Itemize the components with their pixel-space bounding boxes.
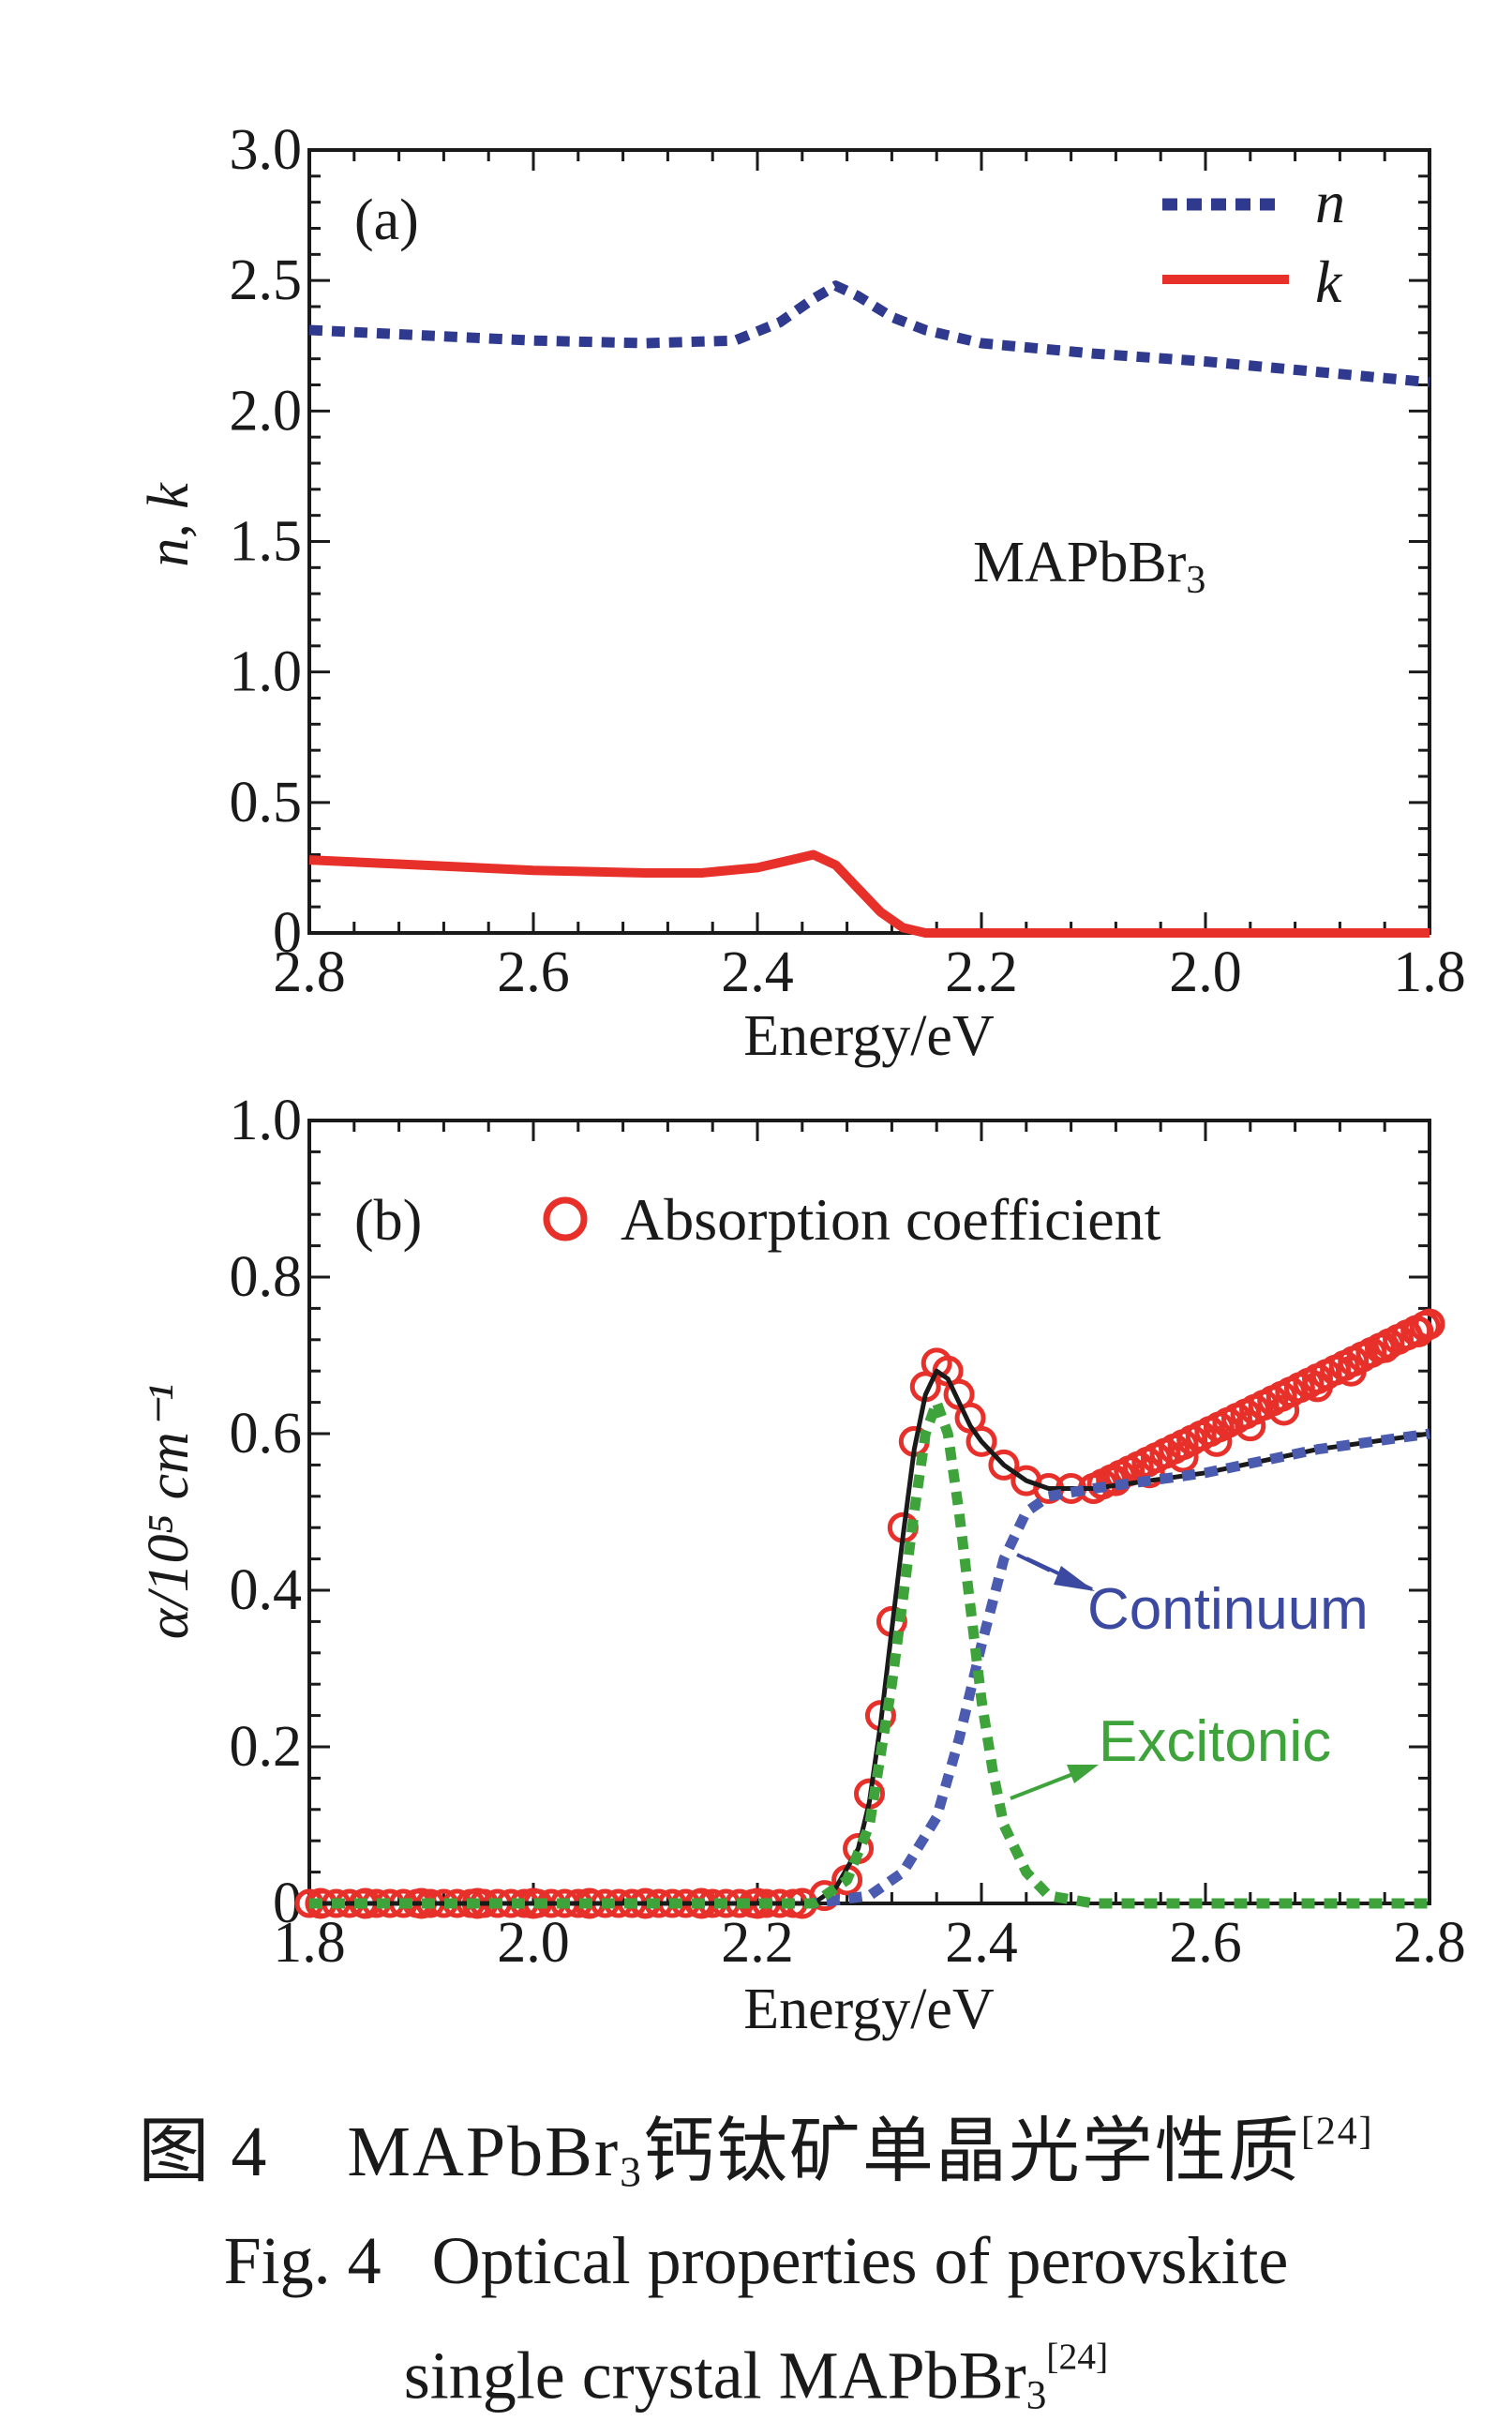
y-tick-label: 0.8 bbox=[230, 1245, 303, 1309]
x-tick-label: 2.4 bbox=[721, 940, 794, 1004]
x-tick-label: 2.0 bbox=[497, 1911, 570, 1975]
series-curve-3-b bbox=[309, 1397, 1430, 1909]
caption-cn-formula: MAPbBr bbox=[347, 2113, 621, 2191]
caption-cn-text: 钙钛矿单晶光学性质 bbox=[642, 2113, 1301, 2191]
y-tick-label: 2.0 bbox=[230, 379, 303, 443]
legend-b: Absorption coefficient bbox=[543, 1186, 1161, 1253]
plot-frame-b bbox=[307, 1119, 1431, 1905]
plot-frame-a bbox=[307, 148, 1431, 935]
curves-b bbox=[294, 1308, 1445, 1919]
x-tick-label: 2.6 bbox=[1169, 1911, 1242, 1975]
panel-b: 1.8 2.0 2.2 2.4 2.6 2.800.20.40.60.81.0 (b) A… bbox=[137, 1089, 1466, 2041]
caption-english-line2: single crystal MAPbBr3[24] bbox=[0, 2335, 1512, 2418]
legend-absorption-label: Absorption coefficient bbox=[621, 1186, 1161, 1253]
y-tick-label: 0.4 bbox=[230, 1558, 303, 1622]
y-tick-label: 0.2 bbox=[230, 1715, 303, 1779]
x-tick-label: 1.8 bbox=[273, 1911, 346, 1975]
x-tick-label: 2.2 bbox=[945, 940, 1018, 1004]
legend-a: n k bbox=[1162, 169, 1345, 315]
y-tick-label: 1.0 bbox=[230, 640, 303, 704]
series-n-a bbox=[308, 280, 1430, 388]
x-tick-label: 2.8 bbox=[273, 940, 346, 1004]
data-point-absorption-coefficient bbox=[1409, 1310, 1441, 1342]
annotation-continuum: Continuum bbox=[1016, 1553, 1369, 1642]
caption-cn-sub: 3 bbox=[620, 2147, 643, 2196]
ticks-b: 1.8 2.0 2.2 2.4 2.6 2.800.20.40.60.81.0 bbox=[230, 1089, 1466, 1975]
y-tick-label: 1.0 bbox=[230, 1089, 303, 1152]
x-tick-label: 1.8 bbox=[1393, 940, 1466, 1004]
x-tick-label: 2.2 bbox=[721, 1911, 794, 1975]
caption-en-ref: [24] bbox=[1046, 2336, 1109, 2377]
ticks-a: 2.8 2.6 2.4 2.2 2.0 1.8 0 0.5 1.0 1.5 2.0 2.5 3.0 bbox=[230, 118, 1466, 1004]
caption-en-line1: Fig. 4 Optical properties of perovskite bbox=[223, 2223, 1289, 2298]
y-tick-label: 0.5 bbox=[230, 771, 303, 835]
curves-a bbox=[308, 280, 1430, 938]
excitonic-label: Excitonic bbox=[1099, 1709, 1331, 1774]
y-axis-title-b: α/10⁵ cm⁻¹ bbox=[137, 1384, 201, 1639]
y-tick-label: 0.6 bbox=[230, 1402, 303, 1466]
data-point-absorption-coefficient bbox=[966, 1425, 997, 1457]
data-point-absorption-coefficient bbox=[988, 1449, 1020, 1481]
caption-en-sub: 3 bbox=[1025, 2373, 1047, 2418]
x-tick-label: 2.8 bbox=[1393, 1911, 1466, 1975]
y-tick-label: 3.0 bbox=[230, 118, 303, 182]
x-tick-label: 2.0 bbox=[1169, 940, 1242, 1004]
x-tick-label: 2.6 bbox=[497, 940, 570, 1004]
annotation-mapbbr3-a: MAPbBr3 bbox=[973, 531, 1205, 602]
legend-n-label: n bbox=[1315, 169, 1345, 235]
series-curve-2-b bbox=[309, 1428, 1430, 1909]
x-axis-title-b: Energy/eV bbox=[743, 1977, 995, 2041]
annotation-excitonic: Excitonic bbox=[1010, 1709, 1331, 1800]
continuum-arrowhead bbox=[1054, 1566, 1095, 1591]
caption-cn-ref: [24] bbox=[1300, 2110, 1374, 2154]
y-tick-label: 0 bbox=[273, 901, 302, 965]
y-axis-title-a: n, k bbox=[137, 482, 201, 567]
x-axis-title-a: Energy/eV bbox=[743, 1004, 995, 1068]
y-tick-label: 2.5 bbox=[230, 248, 303, 312]
caption-en-line2: single crystal MAPbBr bbox=[403, 2338, 1026, 2413]
legend-absorption-marker bbox=[543, 1196, 588, 1241]
caption-chinese: 图 4 MAPbBr3钙钛矿单晶光学性质[24] bbox=[0, 2093, 1512, 2196]
series-k-a bbox=[308, 850, 1430, 938]
panel-label-b: (b) bbox=[354, 1189, 422, 1253]
y-tick-label: 1.5 bbox=[230, 510, 303, 574]
caption-english-line1: Fig. 4 Optical properties of perovskite bbox=[0, 2222, 1512, 2300]
excitonic-arrow bbox=[1010, 1770, 1079, 1800]
caption-cn-fig: 图 4 bbox=[138, 2113, 269, 2191]
x-tick-label: 2.4 bbox=[945, 1911, 1018, 1975]
legend-k-label: k bbox=[1315, 248, 1343, 315]
continuum-label: Continuum bbox=[1087, 1577, 1369, 1642]
panel-a: 2.8 2.6 2.4 2.2 2.0 1.8 0 0.5 1.0 1.5 2.0 2.5 3.0 (a… bbox=[137, 118, 1466, 1068]
panel-label-a: (a) bbox=[354, 188, 419, 252]
excitonic-arrowhead bbox=[1067, 1765, 1099, 1783]
